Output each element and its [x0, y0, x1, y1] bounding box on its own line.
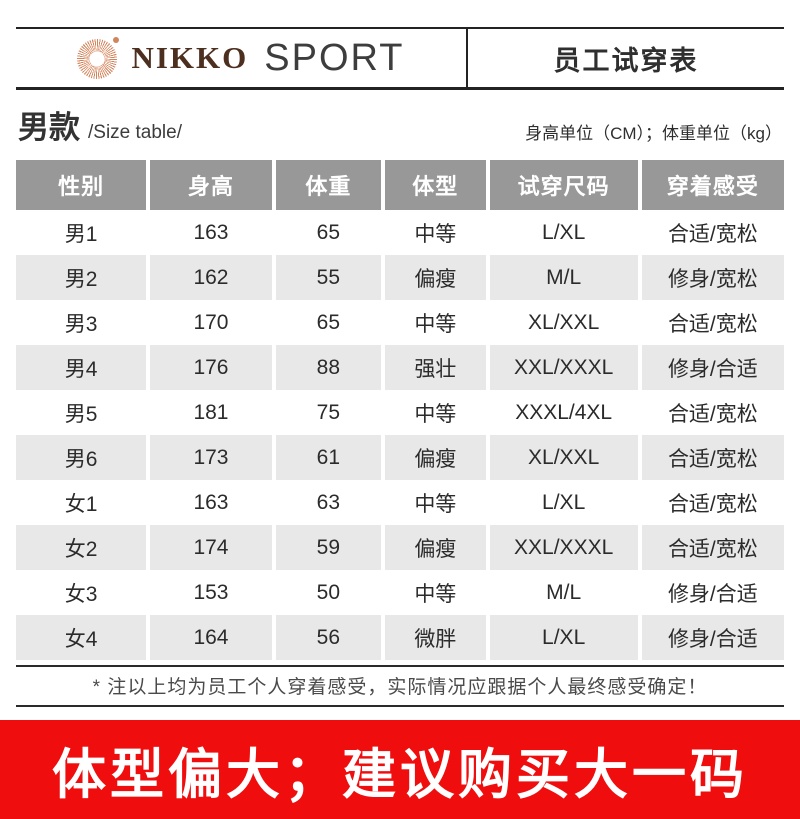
- header-cell-fit-feeling: 穿着感受: [641, 160, 784, 210]
- table-row: 女4 164 56 微胖 L/XL 修身/合适: [16, 615, 784, 660]
- table-cell: 181: [193, 400, 229, 424]
- table-cell: 153: [193, 580, 229, 604]
- table-cell: 合适/宽松: [641, 525, 784, 570]
- sunburst-rays-icon: [77, 39, 118, 79]
- registered-dot-icon: [113, 37, 120, 43]
- table-row: 女1 163 63 中等 L/XL 合适/宽松: [16, 480, 784, 525]
- table-cell: 偏瘦: [385, 255, 486, 300]
- section-title: 男款: [18, 110, 80, 145]
- table-cell: 174: [150, 525, 272, 570]
- sheet-title-area: 员工试穿表: [468, 29, 784, 87]
- brand-logo-group: NIKKO SPORT: [16, 29, 466, 87]
- table-cell: 偏瘦: [385, 525, 486, 570]
- table-row: 男5 181 75 中等 XXXL/4XL 合适/宽松: [16, 390, 784, 435]
- table-cell: 56: [275, 615, 382, 660]
- table-cell: 163: [193, 490, 229, 514]
- header-cell-size-tried: 试穿尺码: [489, 160, 638, 210]
- table-cell: 中等: [414, 222, 457, 246]
- table-cell: 男3: [64, 312, 98, 336]
- table-row: 女3 153 50 中等 M/L 修身/合适: [16, 570, 784, 615]
- recommendation-banner: 体型偏大；建议购买大一码: [0, 720, 800, 819]
- brand-name: NIKKO: [131, 40, 249, 75]
- table-cell: 女2: [16, 525, 147, 570]
- table-cell: 162: [150, 255, 272, 300]
- sunburst-icon: [77, 37, 120, 79]
- table-cell: 176: [150, 345, 272, 390]
- table-cell: 170: [193, 310, 229, 334]
- table-cell: 修身/合适: [641, 615, 784, 660]
- recommendation-banner-text: 体型偏大；建议购买大一码: [52, 745, 748, 805]
- table-cell: 173: [150, 435, 272, 480]
- table-cell: XXXL/4XL: [515, 400, 613, 424]
- table-cell: 男1: [64, 222, 98, 246]
- table-cell: 微胖: [385, 615, 486, 660]
- table-cell: 合适/宽松: [667, 492, 758, 516]
- table-row: 男6 173 61 偏瘦 XL/XXL 合适/宽松: [16, 435, 784, 480]
- table-cell: 59: [275, 525, 382, 570]
- table-cell: 合适/宽松: [667, 402, 758, 426]
- table-cell: 男6: [16, 435, 147, 480]
- table-cell: 男5: [64, 402, 98, 426]
- table-cell: L/XL: [542, 220, 586, 244]
- table-cell: M/L: [546, 580, 582, 604]
- table-header-row: 性别 身高 体重 体型 试穿尺码 穿着感受: [16, 160, 784, 210]
- header-vertical-divider: [466, 29, 468, 87]
- footnote: * 注以上均为员工个人穿着感受，实际情况应跟据个人最终感受确定！: [16, 665, 784, 707]
- table-cell: 合适/宽松: [641, 435, 784, 480]
- table-cell: 164: [150, 615, 272, 660]
- header-cell-gender: 性别: [16, 160, 147, 210]
- table-row: 女2 174 59 偏瘦 XXL/XXXL 合适/宽松: [16, 525, 784, 570]
- table-cell: 中等: [414, 582, 457, 606]
- table-cell: 女3: [64, 582, 98, 606]
- table-cell: 修身/宽松: [641, 255, 784, 300]
- table-cell: 修身/合适: [641, 345, 784, 390]
- table-cell: 65: [316, 220, 341, 244]
- table-cell: 75: [316, 400, 341, 424]
- units-note: 身高单位（CM）；体重单位（kg）: [525, 124, 782, 143]
- table-cell: 中等: [414, 312, 457, 336]
- table-cell: 偏瘦: [385, 435, 486, 480]
- table-cell: 女1: [64, 492, 98, 516]
- brand-bar: NIKKO SPORT 员工试穿表: [16, 27, 784, 90]
- table-cell: M/L: [489, 255, 638, 300]
- table-cell: 修身/合适: [667, 582, 758, 606]
- header-cell-height: 身高: [150, 160, 272, 210]
- table-row: 男4 176 88 强壮 XXL/XXXL 修身/合适: [16, 345, 784, 390]
- table-cell: XL/XXL: [489, 435, 638, 480]
- section-subtitle: /Size table/: [88, 122, 182, 143]
- header-cell-body-type: 体型: [385, 160, 486, 210]
- table-row: 男2 162 55 偏瘦 M/L 修身/宽松: [16, 255, 784, 300]
- table-cell: XXL/XXXL: [489, 345, 638, 390]
- section-title-group: 男款 /Size table/: [18, 102, 182, 147]
- table-cell: 男4: [16, 345, 147, 390]
- size-chart-sheet: NIKKO SPORT 员工试穿表 男款 /Size table/ 身高单位（C…: [16, 27, 784, 707]
- table-cell: 女4: [16, 615, 147, 660]
- table-cell: 88: [275, 345, 382, 390]
- table-cell: 强壮: [385, 345, 486, 390]
- table-cell: XL/XXL: [528, 310, 600, 334]
- table-cell: L/XL: [489, 615, 638, 660]
- table-cell: 合适/宽松: [667, 222, 758, 246]
- brand-suffix: SPORT: [264, 36, 405, 79]
- table-row: 男1 163 65 中等 L/XL 合适/宽松: [16, 210, 784, 255]
- table-cell: 中等: [414, 402, 457, 426]
- sheet-title: 员工试穿表: [553, 45, 699, 76]
- section-title-row: 男款 /Size table/ 身高单位（CM）；体重单位（kg）: [16, 90, 784, 160]
- table-cell: 55: [275, 255, 382, 300]
- table-cell: 163: [193, 220, 229, 244]
- size-table: 性别 身高 体重 体型 试穿尺码 穿着感受 男1 163 65 中等 L/XL …: [16, 160, 784, 660]
- table-cell: L/XL: [542, 490, 586, 514]
- table-cell: 50: [316, 580, 341, 604]
- header-cell-weight: 体重: [275, 160, 382, 210]
- table-row: 男3 170 65 中等 XL/XXL 合适/宽松: [16, 300, 784, 345]
- table-cell: 63: [316, 490, 341, 514]
- table-cell: 65: [316, 310, 341, 334]
- table-cell: XXL/XXXL: [489, 525, 638, 570]
- table-cell: 男2: [16, 255, 147, 300]
- table-cell: 合适/宽松: [667, 312, 758, 336]
- table-cell: 中等: [414, 492, 457, 516]
- table-cell: 61: [275, 435, 382, 480]
